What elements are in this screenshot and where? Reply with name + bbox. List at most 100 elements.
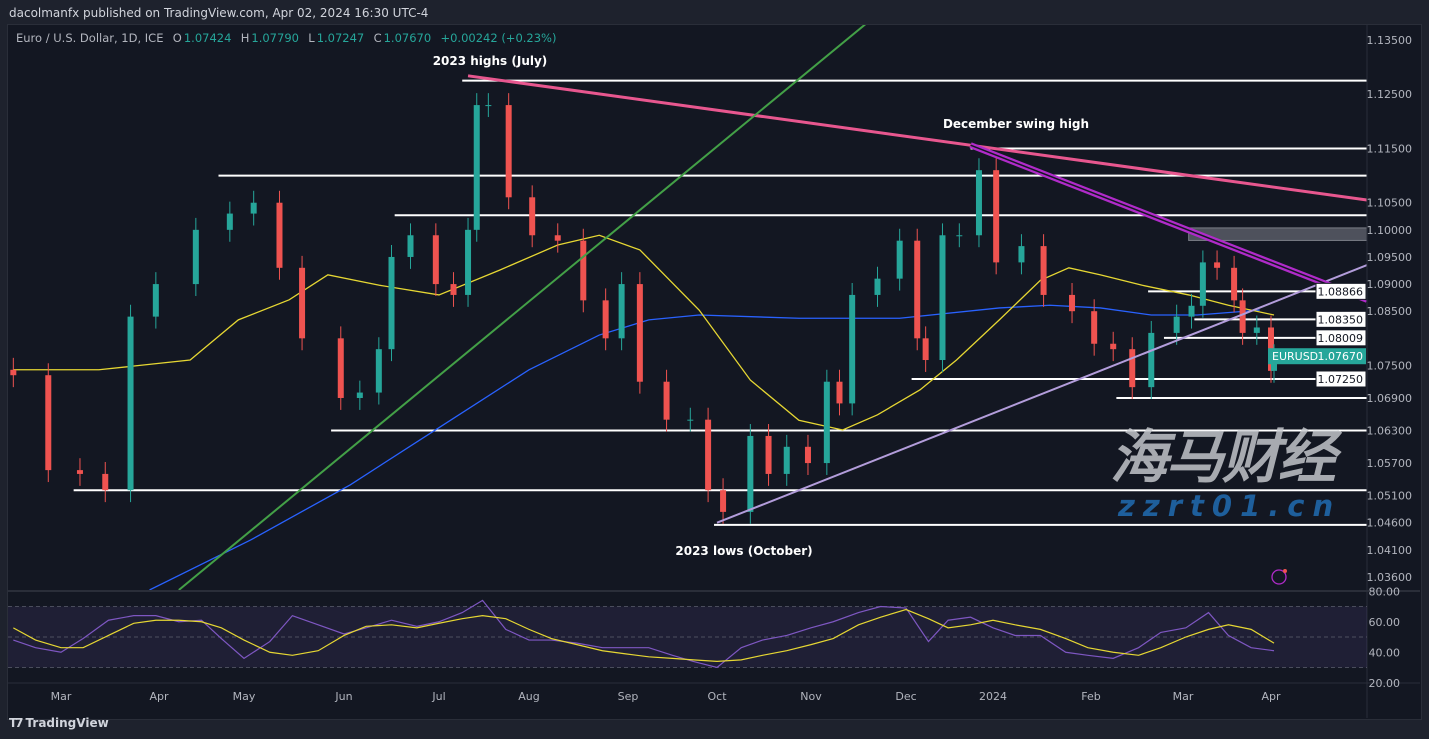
rsi-tick-label: 60.00 <box>1369 616 1401 629</box>
time-tick-label: Jul <box>431 690 445 703</box>
candle-body <box>127 316 134 491</box>
time-tick-label: Sep <box>618 690 639 703</box>
time-tick-label: Oct <box>707 690 727 703</box>
candle-body <box>993 170 1000 263</box>
candle-body <box>299 267 306 339</box>
candle-body <box>747 435 754 512</box>
time-tick-label: Apr <box>1261 690 1281 703</box>
candle-body <box>1231 267 1238 301</box>
candle-body <box>465 229 472 295</box>
price-tick-label: 1.08500 <box>1367 305 1413 318</box>
time-tick-label: Nov <box>800 690 822 703</box>
candle-body <box>375 349 382 393</box>
symbol-legend: Euro / U.S. Dollar, 1D, ICE O 1.07424 H 1.… <box>16 31 558 45</box>
candle-body <box>473 105 480 230</box>
candle-body <box>975 170 982 236</box>
candle-body <box>388 256 395 350</box>
tradingview-logo[interactable]: T7 TradingView <box>9 716 109 730</box>
low-label: L <box>308 31 315 45</box>
symbol-description: Euro / U.S. Dollar, 1D, ICE <box>16 31 164 45</box>
green-trend-line <box>178 25 867 590</box>
close-label: C <box>373 31 382 45</box>
support-trend-line <box>716 264 1367 524</box>
candle-body <box>192 229 199 285</box>
price-tick-label: 1.09000 <box>1367 278 1413 291</box>
level-label: 1.08350 <box>1318 313 1364 326</box>
price-tick-label: 1.04100 <box>1367 544 1413 557</box>
channel-trend-gap <box>970 144 1367 301</box>
symbol-badge-price: 1.07670 <box>1318 350 1364 363</box>
candle-body <box>580 240 587 301</box>
candle-body <box>432 235 439 285</box>
time-tick-label: Apr <box>149 690 169 703</box>
tradingview-logo-text: TradingView <box>25 716 109 730</box>
candle-body <box>1148 332 1155 388</box>
chart-frame <box>7 24 1422 720</box>
candle-body <box>407 235 414 257</box>
candle-body <box>250 202 257 214</box>
level-label: 1.07250 <box>1318 373 1364 386</box>
time-tick-label: Mar <box>1173 690 1194 703</box>
open-value: 1.07424 <box>183 31 232 45</box>
price-tick-label: 1.09500 <box>1367 251 1413 264</box>
candle-body <box>1069 294 1076 312</box>
rsi-pane <box>8 599 1367 669</box>
candle-body <box>1091 311 1098 344</box>
alert-dot-icon <box>1283 569 1287 573</box>
tradingview-logo-icon: T7 <box>9 716 23 730</box>
price-tick-label: 1.05100 <box>1367 490 1413 503</box>
candle-body <box>1188 305 1195 317</box>
price-tick-label: 1.12500 <box>1367 88 1413 101</box>
candle-body <box>896 240 903 279</box>
low-value: 1.07247 <box>316 31 365 45</box>
candle-body <box>939 235 946 361</box>
candle-body <box>356 392 363 398</box>
candle-body <box>849 294 856 404</box>
price-tick-label: 1.06900 <box>1367 392 1413 405</box>
candle-body <box>485 105 492 107</box>
candle-body <box>505 105 512 198</box>
candle-body <box>765 435 772 474</box>
price-tick-label: 1.07500 <box>1367 359 1413 372</box>
candle-body <box>956 235 963 237</box>
annotation-2023-highs: 2023 highs (July) <box>433 54 548 68</box>
resistance-trend-line <box>467 74 1367 202</box>
high-value: 1.07790 <box>251 31 299 45</box>
candle-body <box>720 490 727 512</box>
candle-body <box>705 419 712 491</box>
candle-body <box>663 381 670 420</box>
ma-fast-line <box>13 234 1275 431</box>
high-label: H <box>240 31 250 45</box>
candle-body <box>1040 246 1047 295</box>
level-label: 1.08866 <box>1318 285 1364 298</box>
candle-body <box>1199 262 1206 306</box>
open-label: O <box>172 31 182 45</box>
candle-body <box>1253 327 1260 333</box>
close-value: 1.07670 <box>383 31 432 45</box>
annotation-2023-lows: 2023 lows (October) <box>675 544 812 558</box>
candle-body <box>836 381 843 404</box>
level-label-box <box>1315 282 1367 300</box>
price-tick-label: 1.04600 <box>1367 517 1413 530</box>
candle-body <box>45 375 52 471</box>
candle-body <box>529 197 536 236</box>
symbol-badge-name: EURUSD <box>1272 350 1318 363</box>
level-label-box <box>1315 310 1367 328</box>
symbol-badge <box>1268 348 1366 365</box>
candle-body <box>226 213 233 230</box>
price-tick-label: 1.13500 <box>1367 34 1413 47</box>
candle-body <box>450 284 457 295</box>
candle-body <box>874 278 881 295</box>
rsi-ma-line <box>13 608 1275 663</box>
level-label: 1.08009 <box>1318 332 1364 345</box>
candle-body <box>554 235 561 241</box>
alert-lightning-icon <box>1271 569 1287 585</box>
candle-body <box>1110 343 1117 350</box>
candle-body <box>152 284 159 317</box>
candle-body <box>602 300 609 339</box>
candle-body <box>102 473 109 491</box>
candle-body <box>1214 262 1221 268</box>
price-tick-label: 1.03600 <box>1367 571 1413 584</box>
candle-body <box>10 369 17 376</box>
